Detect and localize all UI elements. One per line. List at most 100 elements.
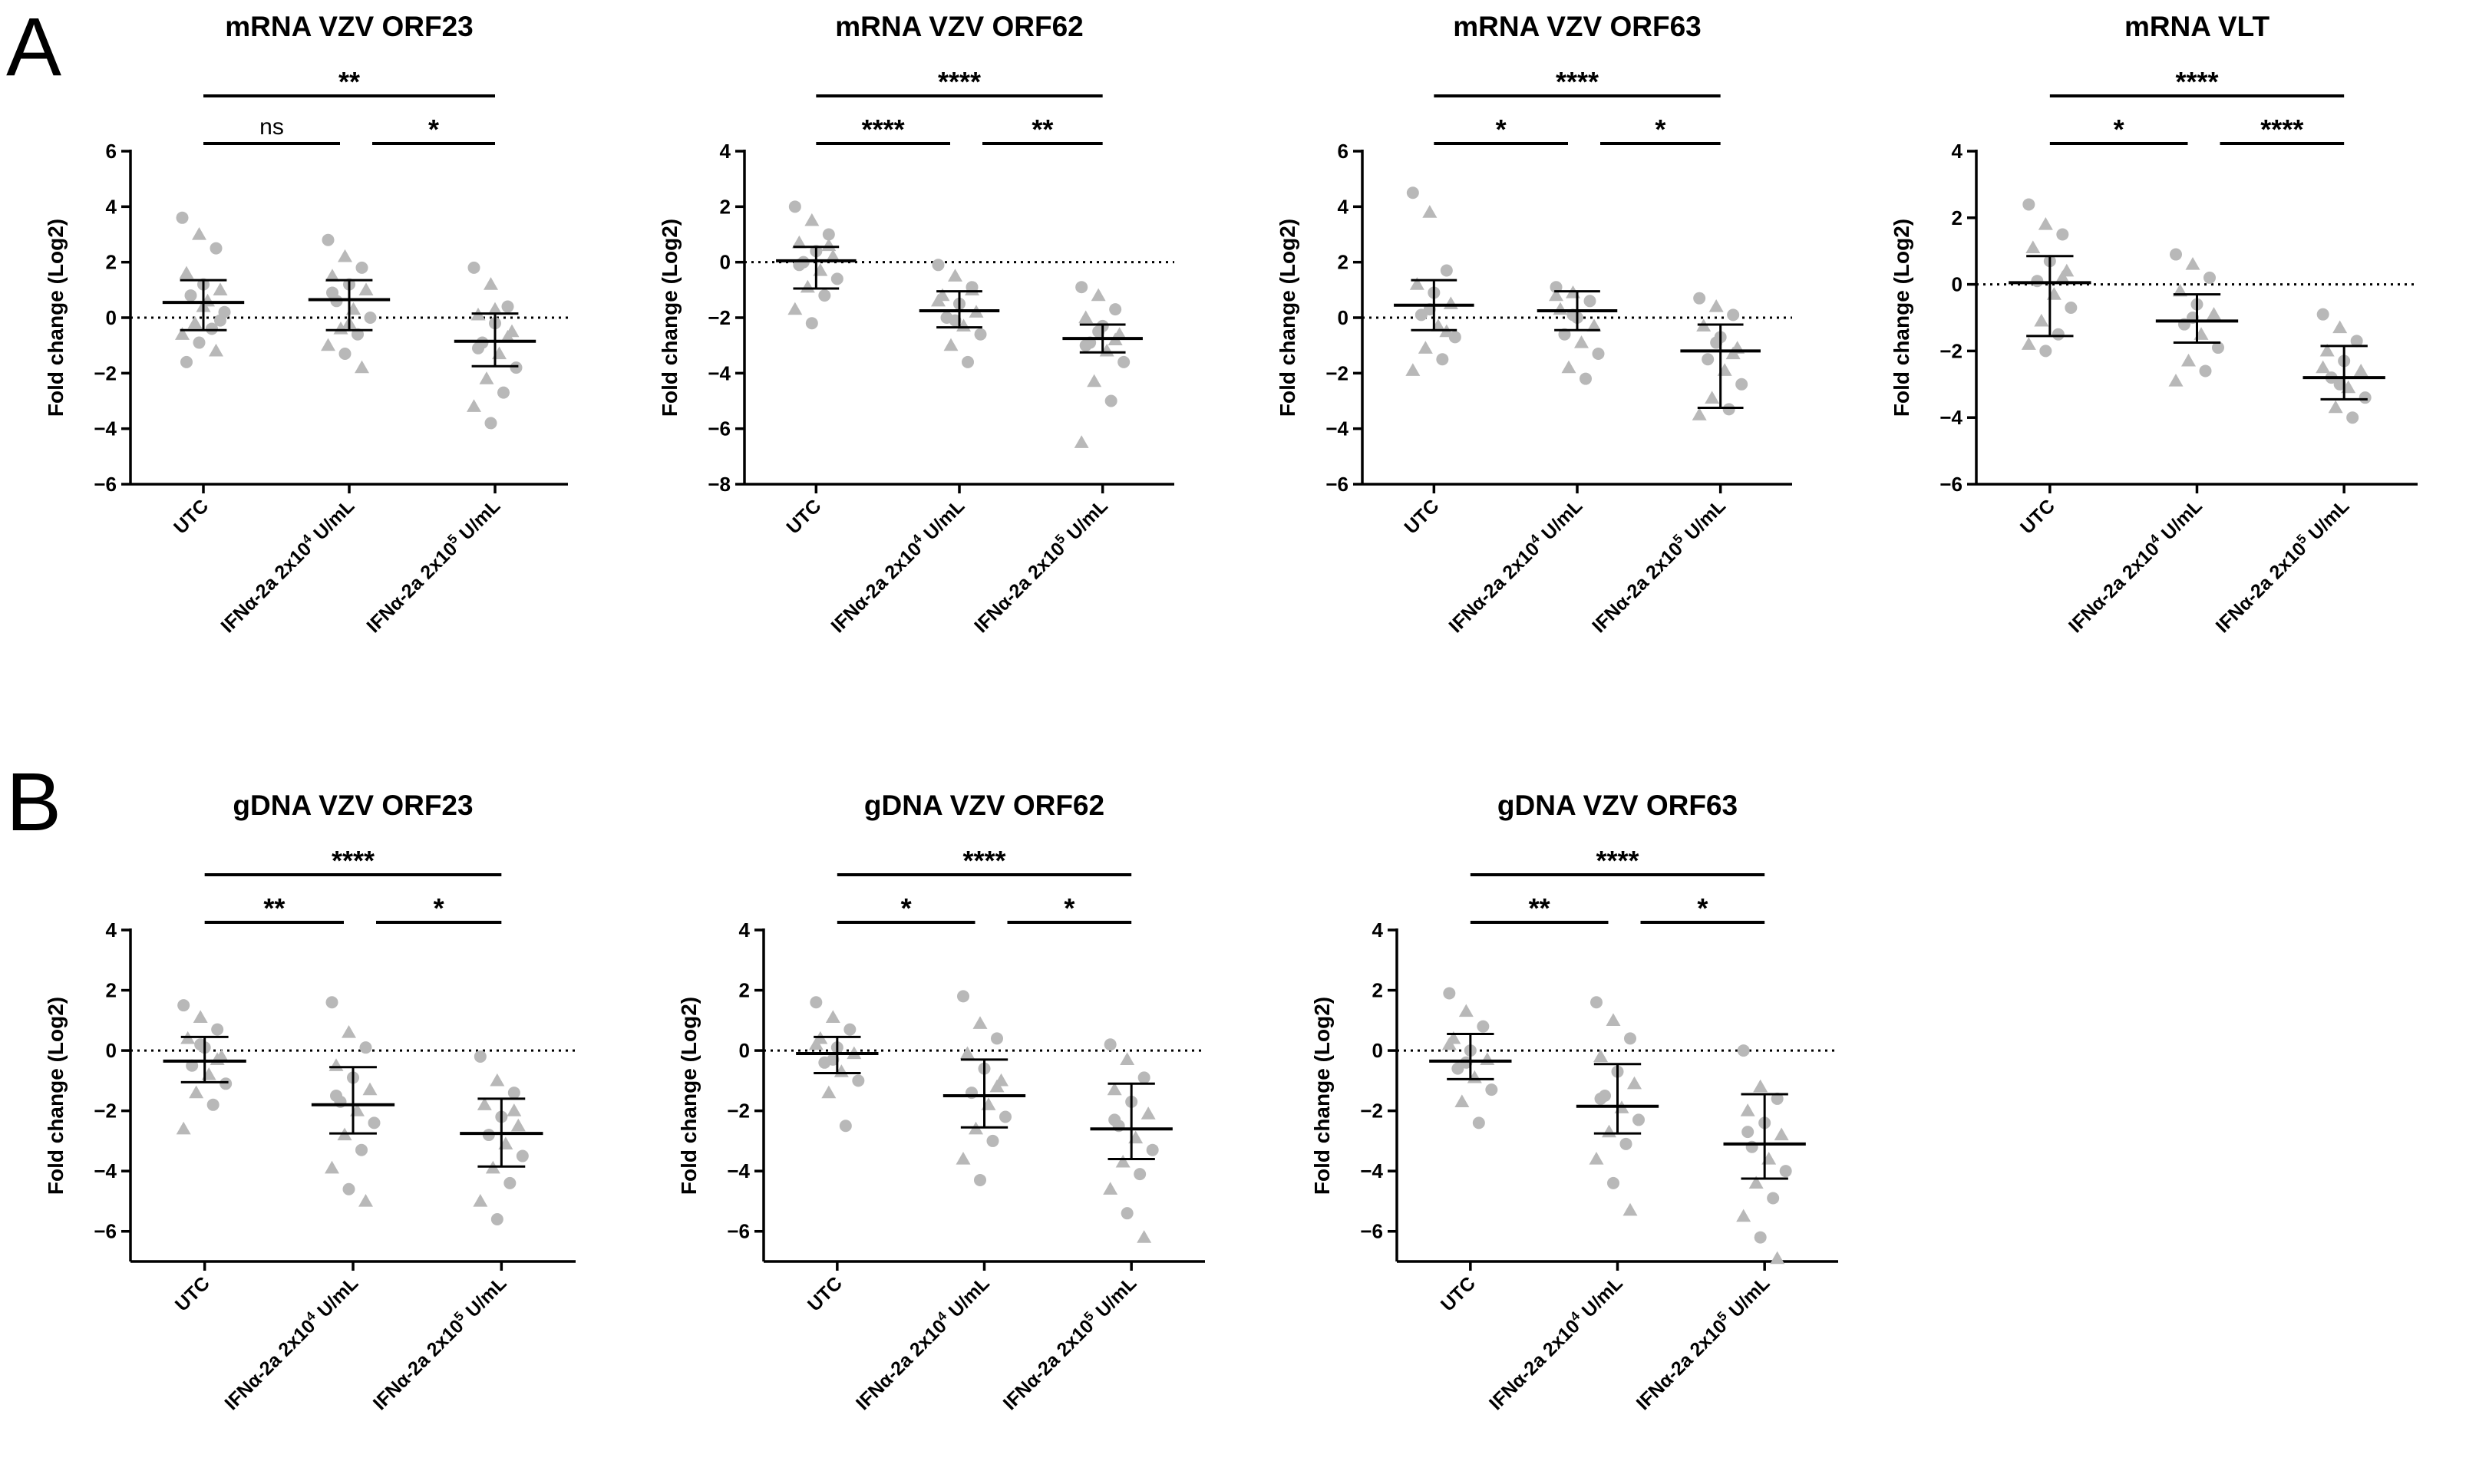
data-point-triangle xyxy=(362,1082,378,1096)
y-tick-label: 4 xyxy=(1338,195,1349,218)
data-point-circle xyxy=(510,361,523,374)
significance-label: **** xyxy=(2260,114,2303,145)
data-point-triangle xyxy=(479,371,494,384)
x-category-label: IFNα-2a 2x104 U/mL xyxy=(219,1271,362,1414)
data-point-circle xyxy=(497,386,510,399)
x-category-label: IFNα-2a 2x105 U/mL xyxy=(1631,1271,1774,1414)
x-category-label: IFNα-2a 2x104 U/mL xyxy=(850,1271,994,1414)
y-tick-label: 4 xyxy=(106,195,117,218)
significance-label: * xyxy=(2114,114,2124,145)
data-point-triangle xyxy=(2332,320,2348,334)
data-point-triangle xyxy=(175,327,190,340)
data-point-circle xyxy=(1472,1116,1485,1129)
data-point-triangle xyxy=(1409,277,1424,290)
data-point-triangle xyxy=(2319,343,2335,357)
y-axis-label: Fold change (Log2) xyxy=(1310,997,1334,1195)
y-tick-label: 2 xyxy=(106,251,117,274)
data-point-circle xyxy=(359,1041,372,1054)
data-point-circle xyxy=(338,348,352,361)
data-point-circle xyxy=(2212,341,2224,355)
data-point-circle xyxy=(1109,303,1122,316)
data-point-triangle xyxy=(1774,1127,1789,1141)
data-point-circle xyxy=(974,328,987,341)
x-category-label: UTC xyxy=(2016,495,2059,538)
data-point-circle xyxy=(211,1023,224,1036)
data-point-circle xyxy=(962,355,974,368)
data-point-circle xyxy=(2316,308,2329,321)
data-point-triangle xyxy=(2207,307,2221,320)
data-point-triangle xyxy=(1574,335,1589,348)
data-point-circle xyxy=(1443,987,1456,1000)
data-point-triangle xyxy=(487,302,503,315)
data-point-triangle xyxy=(1103,1182,1118,1195)
data-point-circle xyxy=(355,261,368,274)
data-point-triangle xyxy=(328,1058,344,1071)
data-point-triangle xyxy=(1454,1094,1470,1107)
x-category-label: IFNα-2a 2x105 U/mL xyxy=(2210,493,2354,637)
significance-label: **** xyxy=(2175,66,2218,97)
data-point-triangle xyxy=(1589,1151,1604,1165)
data-point-triangle xyxy=(1074,435,1089,448)
data-point-triangle xyxy=(342,1025,356,1038)
data-point-circle xyxy=(2022,198,2035,211)
data-point-circle xyxy=(326,286,338,299)
data-point-circle xyxy=(1607,1176,1619,1189)
data-point-triangle xyxy=(821,1085,837,1099)
y-tick-label: 6 xyxy=(106,140,117,163)
data-point-triangle xyxy=(1602,1124,1616,1138)
data-point-circle xyxy=(472,341,484,355)
data-point-circle xyxy=(2031,275,2044,288)
data-point-circle xyxy=(2065,301,2078,314)
data-point-circle xyxy=(2359,391,2372,404)
x-category-label: UTC xyxy=(170,495,213,538)
chart-title: gDNA VZV ORF63 xyxy=(1497,790,1738,821)
data-point-circle xyxy=(214,314,226,327)
data-point-circle xyxy=(507,1087,520,1100)
data-point-triangle xyxy=(1708,299,1724,312)
data-point-circle xyxy=(830,272,843,285)
data-point-circle xyxy=(805,317,818,330)
data-point-triangle xyxy=(358,1193,373,1207)
y-tick-label: 2 xyxy=(720,195,731,218)
significance-label: ** xyxy=(1529,892,1550,924)
significance-label: * xyxy=(428,114,439,145)
data-point-circle xyxy=(193,336,206,349)
significance-label: * xyxy=(901,892,912,924)
data-point-triangle xyxy=(2181,353,2196,367)
y-tick-label: 0 xyxy=(720,251,731,274)
data-point-circle xyxy=(852,1074,865,1087)
data-point-triangle xyxy=(2168,373,2184,387)
data-point-circle xyxy=(484,417,497,430)
y-tick-label: 4 xyxy=(106,918,117,942)
data-point-triangle xyxy=(473,1193,488,1207)
data-point-circle xyxy=(2039,345,2052,358)
y-tick-label: −6 xyxy=(94,473,117,496)
y-tick-label: 0 xyxy=(1372,1039,1383,1062)
data-point-circle xyxy=(177,999,190,1012)
x-category-label: IFNα-2a 2x105 U/mL xyxy=(361,493,504,637)
y-tick-label: −2 xyxy=(1939,339,1962,362)
data-point-circle xyxy=(810,996,823,1009)
data-point-circle xyxy=(1075,281,1088,294)
data-point-circle xyxy=(503,1176,517,1189)
data-point-circle xyxy=(1594,1092,1607,1105)
data-point-triangle xyxy=(1748,1176,1764,1189)
chart-title: gDNA VZV ORF23 xyxy=(233,790,473,821)
x-category-label: IFNα-2a 2x105 U/mL xyxy=(368,1271,511,1414)
data-point-triangle xyxy=(358,282,374,295)
data-point-triangle xyxy=(1405,363,1421,376)
y-tick-label: −6 xyxy=(1325,473,1348,496)
data-point-circle xyxy=(176,211,189,224)
data-point-circle xyxy=(1580,372,1592,385)
significance-label: * xyxy=(1655,114,1665,145)
y-tick-label: 4 xyxy=(1952,140,1963,163)
data-point-triangle xyxy=(1458,1004,1474,1017)
y-tick-label: 4 xyxy=(1372,918,1384,942)
data-point-circle xyxy=(516,1149,529,1162)
data-point-triangle xyxy=(1137,1230,1152,1243)
y-tick-label: −4 xyxy=(94,417,117,440)
data-point-circle xyxy=(501,300,514,313)
data-point-triangle xyxy=(2021,337,2036,350)
data-point-triangle xyxy=(1606,1013,1621,1026)
data-point-circle xyxy=(2346,411,2359,424)
